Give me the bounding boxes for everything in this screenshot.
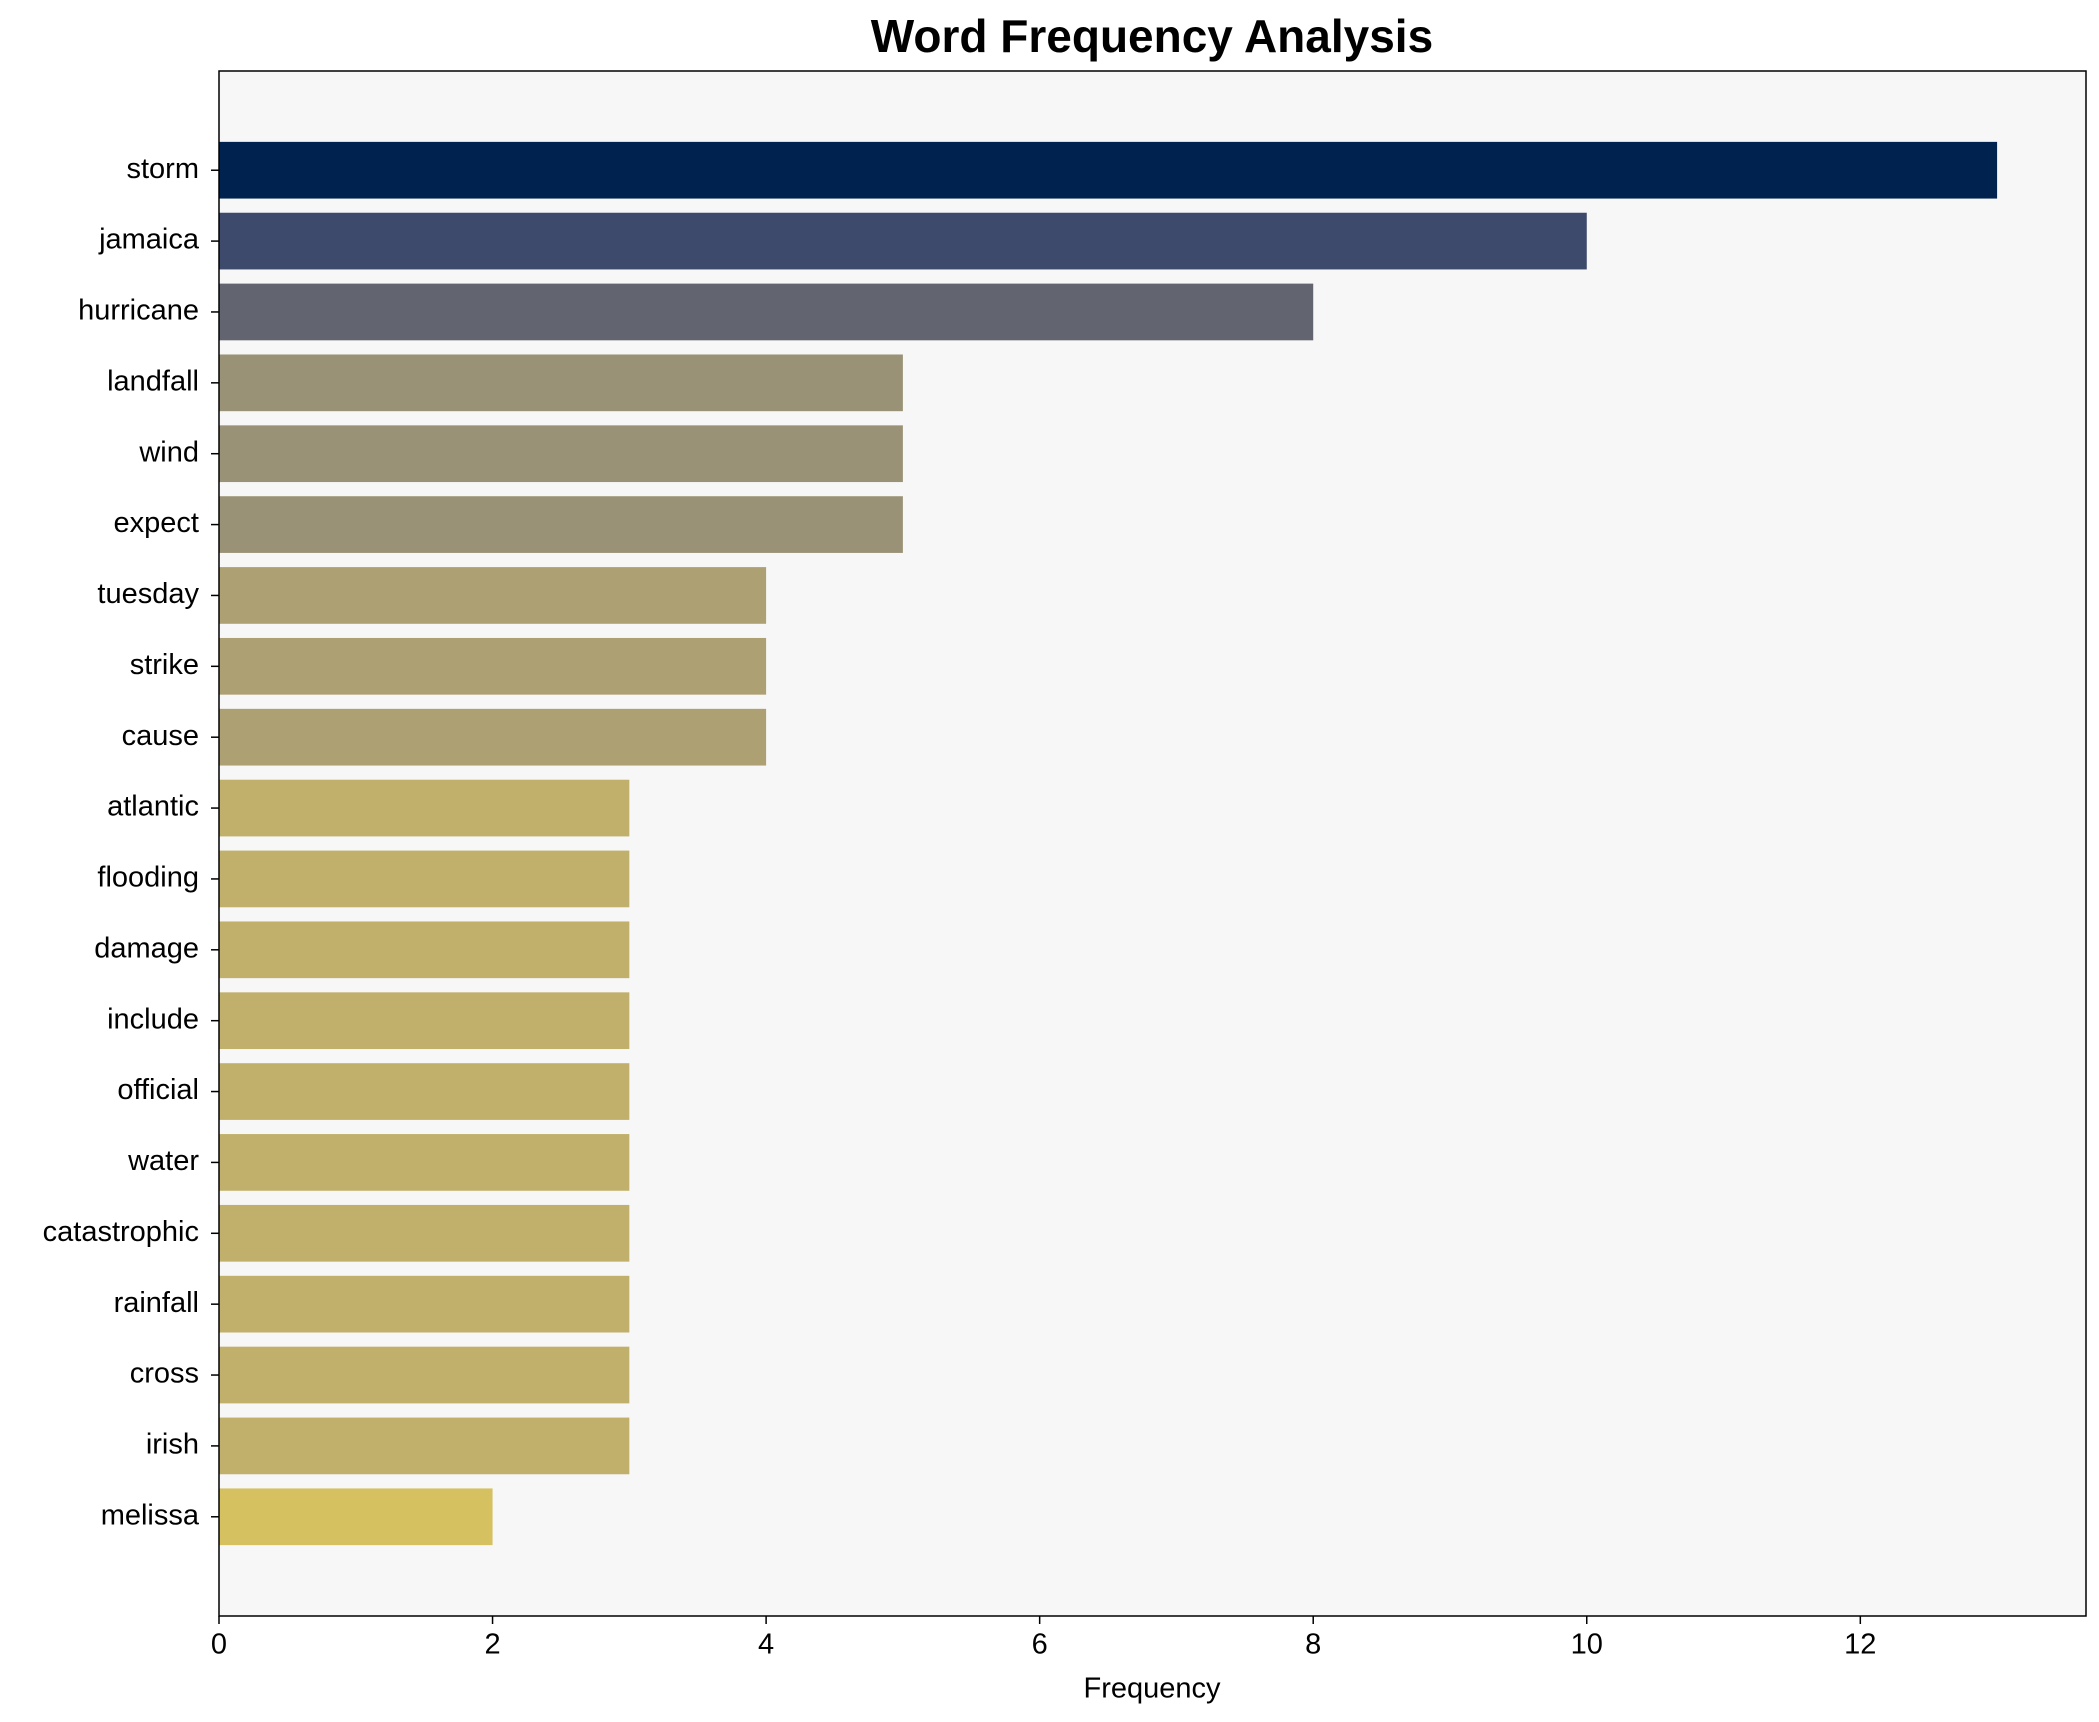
bar	[219, 354, 903, 412]
bar	[219, 1134, 630, 1191]
bar	[219, 1488, 493, 1546]
x-tick-label: 12	[1844, 1629, 1876, 1661]
x-tick-label: 10	[1571, 1629, 1603, 1661]
bar	[219, 779, 630, 837]
x-tick-label: 6	[1032, 1629, 1048, 1661]
y-tick-label: strike	[130, 649, 199, 681]
bar	[219, 212, 1587, 270]
x-tick-label: 0	[211, 1629, 227, 1661]
y-tick-label: tuesday	[97, 578, 199, 610]
chart-title: Word Frequency Analysis	[871, 10, 1433, 62]
y-tick-label: official	[117, 1074, 199, 1106]
bar	[219, 1417, 630, 1475]
bar	[219, 1204, 630, 1262]
y-tick-label: flooding	[97, 862, 199, 894]
y-tick-label: damage	[94, 932, 199, 964]
x-tick-label: 4	[758, 1629, 774, 1661]
y-tick-label: storm	[127, 153, 200, 185]
bar	[219, 1063, 630, 1120]
x-tick-label: 8	[1305, 1629, 1321, 1661]
bar	[219, 1346, 630, 1404]
bar	[219, 496, 903, 553]
y-tick-label: cross	[130, 1358, 199, 1390]
bar	[219, 637, 767, 695]
y-tick-label: hurricane	[78, 295, 199, 327]
bar	[219, 1275, 630, 1333]
y-tick-label: expect	[114, 507, 199, 539]
bar	[219, 141, 1998, 199]
x-axis-label: Frequency	[1083, 1673, 1221, 1705]
y-tick-label: melissa	[101, 1499, 200, 1531]
bar	[219, 425, 903, 483]
bar	[219, 850, 630, 908]
bar	[219, 567, 767, 624]
y-tick-label: rainfall	[114, 1287, 199, 1319]
x-tick-label: 2	[484, 1629, 500, 1661]
bar	[219, 921, 630, 979]
y-tick-label: cause	[122, 720, 199, 752]
y-tick-label: irish	[146, 1429, 199, 1461]
y-tick-label: atlantic	[107, 791, 199, 823]
y-tick-label: jamaica	[98, 224, 200, 256]
bar	[219, 992, 630, 1050]
y-tick-label: water	[127, 1145, 199, 1177]
bar	[219, 283, 1314, 341]
y-tick-label: wind	[138, 436, 199, 468]
bar	[219, 708, 767, 766]
y-tick-label: catastrophic	[43, 1216, 199, 1248]
y-tick-label: landfall	[107, 365, 199, 397]
y-tick-label: include	[107, 1003, 199, 1035]
plot-frame	[218, 70, 2087, 1617]
